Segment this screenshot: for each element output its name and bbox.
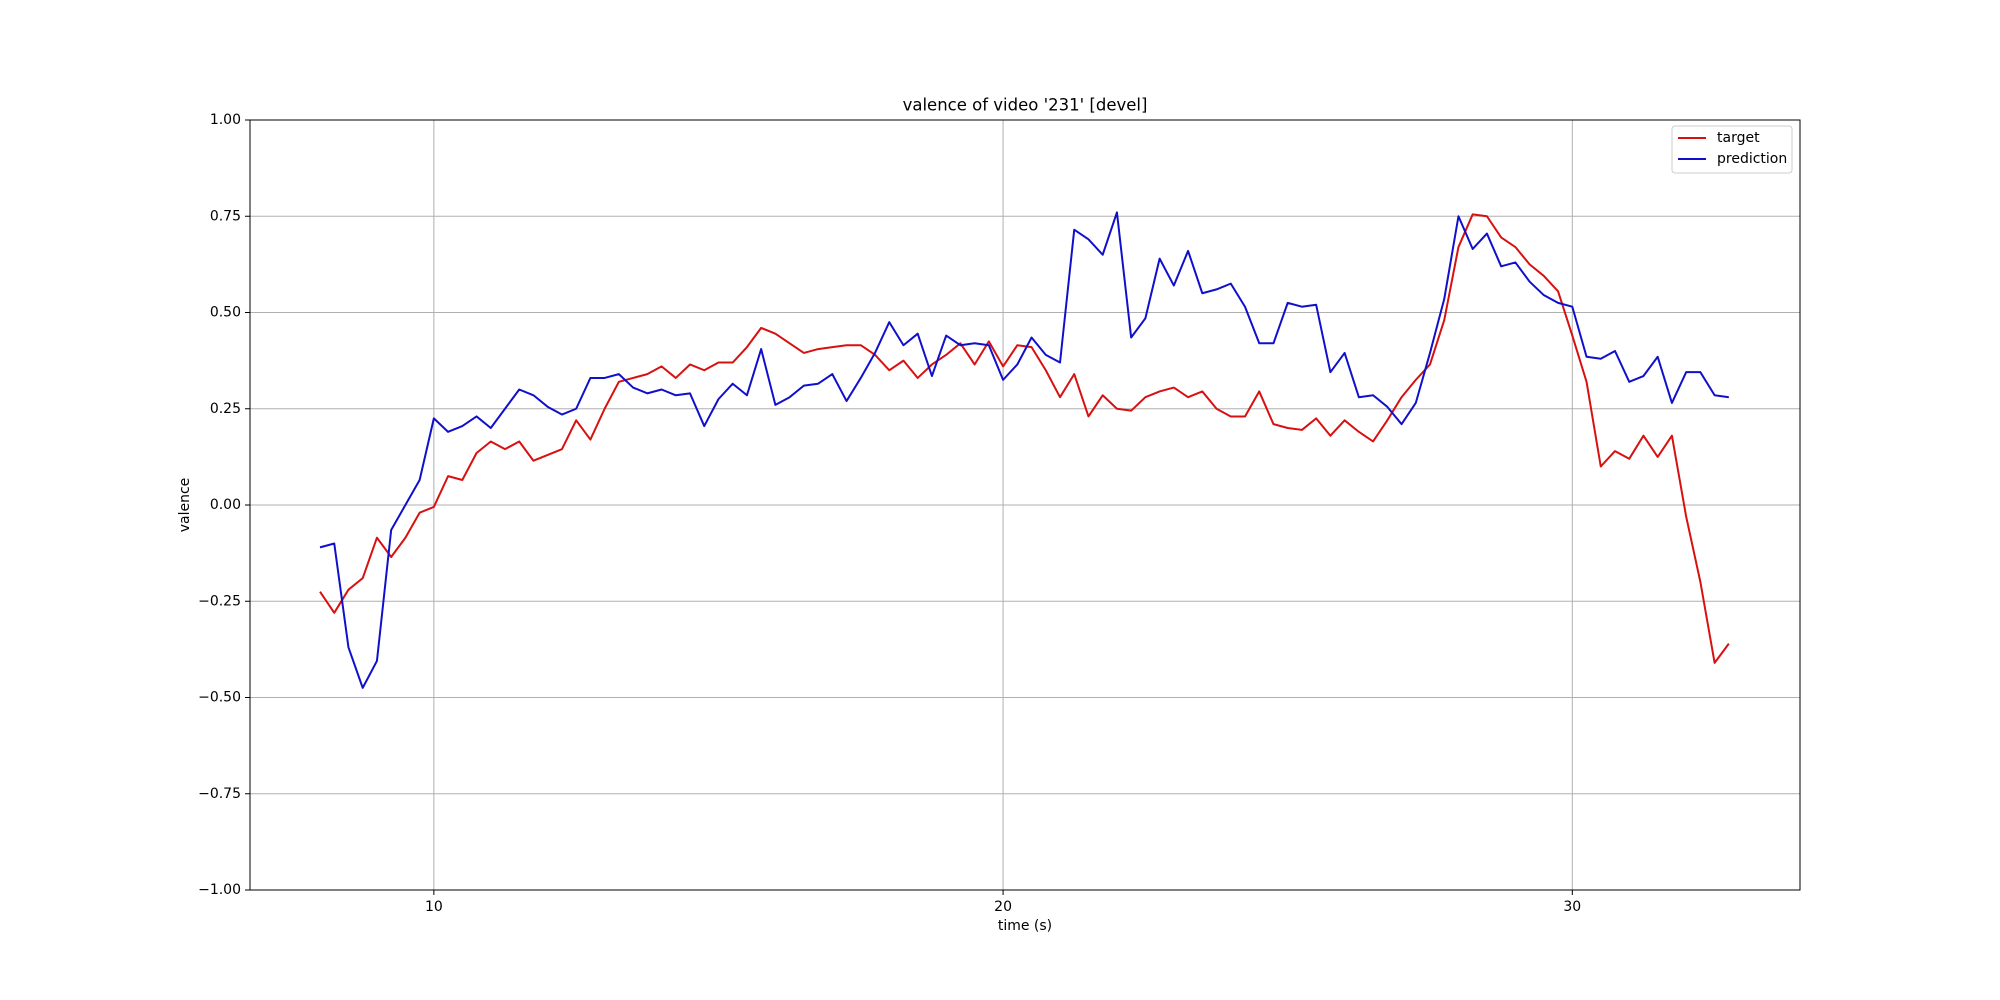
y-axis-label: valence bbox=[177, 478, 193, 533]
x-tick-label: 20 bbox=[994, 899, 1012, 915]
y-tick-label: 0.50 bbox=[210, 305, 241, 321]
y-tick-label: −0.25 bbox=[198, 593, 241, 609]
x-tick-label: 30 bbox=[1563, 899, 1581, 915]
y-tick-label: 1.00 bbox=[210, 112, 241, 128]
chart-title: valence of video '231' [devel] bbox=[903, 96, 1148, 115]
series-line bbox=[319, 211, 1729, 689]
y-tick-label: −0.75 bbox=[198, 786, 241, 802]
y-tick-label: −1.00 bbox=[198, 882, 241, 898]
y-tick-label: 0.25 bbox=[210, 401, 241, 417]
x-axis-label: time (s) bbox=[998, 918, 1052, 934]
legend-label: target bbox=[1717, 130, 1760, 146]
legend-label: prediction bbox=[1717, 151, 1787, 167]
y-tick-label: 0.00 bbox=[210, 497, 241, 513]
y-tick-label: 0.75 bbox=[210, 208, 241, 224]
y-tick-label: −0.50 bbox=[198, 690, 241, 706]
x-tick-label: 10 bbox=[425, 899, 443, 915]
plot-frame bbox=[249, 119, 1801, 891]
series-line bbox=[319, 213, 1730, 664]
